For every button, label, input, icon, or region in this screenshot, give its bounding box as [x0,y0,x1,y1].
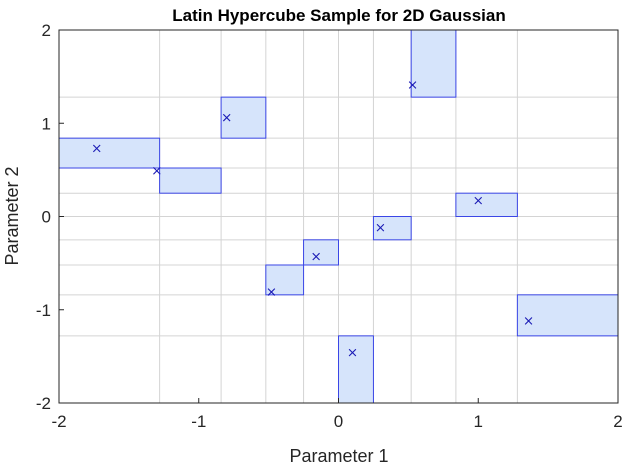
sample-cell-5 [338,335,374,404]
y-tick-label-3: 1 [42,114,51,133]
sample-cell-0 [58,137,161,169]
x-tick-label-3: 1 [474,412,483,431]
tick-labels: -2 -1 0 1 2 -2 -1 0 1 2 [36,21,623,431]
sample-points [92,81,533,357]
x-tick-label-0: -2 [51,412,66,431]
sample-cells [58,29,619,404]
y-tick-label-4: 2 [42,21,51,40]
sample-cell-7 [410,29,457,98]
x-tick-label-4: 2 [613,412,622,431]
sample-cell-2 [220,96,267,139]
sample-cell-3 [265,264,305,296]
sample-point-6 [376,223,385,232]
x-tick-label-2: 0 [334,412,343,431]
sample-point-0 [92,144,101,153]
sample-cell-1 [159,167,222,194]
sample-point-8 [474,196,483,205]
x-axis-label: Parameter 1 [289,446,388,466]
y-tick-label-0: -2 [36,394,51,413]
y-axis-label: Parameter 2 [2,166,22,265]
sample-point-7 [408,81,417,89]
sample-point-1 [153,167,161,175]
sample-point-4 [312,252,320,261]
y-tick-label-2: 0 [42,208,51,227]
chart-title: Latin Hypercube Sample for 2D Gaussian [172,6,505,25]
x-tick-label-1: -1 [191,412,206,431]
sample-cell-4 [303,239,339,266]
y-tick-label-1: -1 [36,301,51,320]
sample-point-2 [222,113,231,122]
sample-point-3 [267,288,276,296]
sample-point-5 [348,348,357,357]
sample-point-9 [524,317,533,325]
sample-cell-9 [516,294,619,337]
sample-cell-8 [455,192,518,217]
sample-cell-6 [372,216,412,241]
